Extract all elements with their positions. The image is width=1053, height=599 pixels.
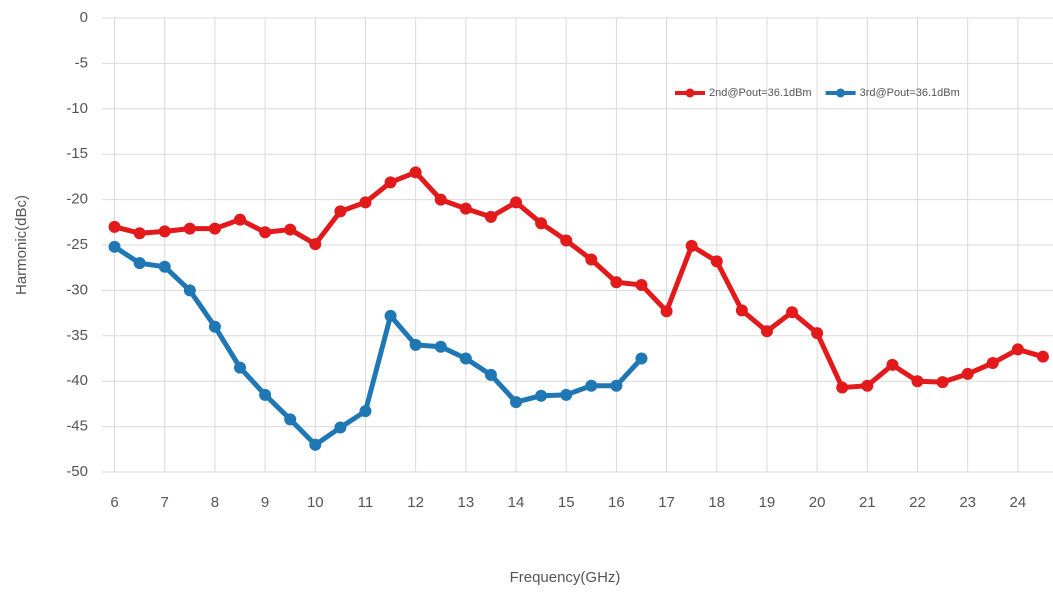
x-tick-label: 17 — [658, 494, 675, 511]
data-point — [610, 379, 623, 392]
legend-marker — [685, 88, 695, 98]
x-tick-label: 9 — [261, 494, 269, 511]
data-point — [434, 340, 447, 353]
x-tick-label: 15 — [558, 494, 575, 511]
x-tick-label: 12 — [407, 494, 424, 511]
data-point — [259, 388, 272, 401]
data-point — [359, 196, 372, 209]
data-point — [610, 276, 623, 289]
data-point — [158, 225, 171, 238]
x-tick-label: 14 — [508, 494, 525, 511]
data-point — [585, 379, 598, 392]
data-point — [861, 379, 874, 392]
data-point — [635, 352, 648, 365]
data-point — [384, 309, 397, 322]
x-tick-label: 7 — [161, 494, 169, 511]
y-tick-label: -30 — [66, 281, 88, 298]
data-point — [936, 376, 949, 389]
legend-label: 3rd@Pout=36.1dBm — [860, 87, 960, 99]
data-point — [459, 352, 472, 365]
x-tick-label: 11 — [358, 494, 374, 511]
legend-marker — [836, 88, 846, 98]
x-tick-label: 20 — [809, 494, 826, 511]
data-point — [108, 240, 121, 253]
x-tick-label: 13 — [457, 494, 474, 511]
data-point — [183, 222, 196, 235]
data-point — [259, 226, 272, 239]
data-point — [183, 284, 196, 297]
data-point — [535, 389, 548, 402]
data-point — [660, 305, 673, 318]
data-point — [986, 357, 999, 370]
data-point — [961, 367, 974, 380]
data-point — [334, 421, 347, 434]
data-point — [811, 327, 824, 340]
data-point — [284, 223, 297, 236]
data-point — [535, 217, 548, 230]
data-point — [786, 306, 799, 319]
y-tick-label: 0 — [80, 9, 88, 26]
data-point — [836, 381, 849, 394]
data-point — [309, 438, 322, 451]
x-axis-label: Frequency(GHz) — [510, 569, 621, 586]
x-tick-label: 10 — [307, 494, 324, 511]
x-tick-label: 16 — [608, 494, 625, 511]
y-tick-label: -45 — [66, 418, 88, 435]
legend-label: 2nd@Pout=36.1dBm — [709, 87, 812, 99]
data-point — [309, 238, 322, 251]
data-point — [409, 166, 422, 179]
data-point — [685, 239, 698, 252]
y-tick-label: -25 — [66, 236, 88, 253]
data-point — [133, 257, 146, 270]
data-point — [585, 253, 598, 266]
y-tick-label: -40 — [66, 372, 88, 389]
data-point — [710, 255, 723, 268]
data-point — [234, 213, 247, 226]
data-point — [208, 320, 221, 333]
y-tick-label: -15 — [66, 145, 88, 162]
x-tick-label: 24 — [1010, 494, 1027, 511]
x-tick-label: 23 — [959, 494, 976, 511]
data-point — [108, 220, 121, 233]
data-point — [284, 413, 297, 426]
x-tick-label: 8 — [211, 494, 219, 511]
data-point — [635, 278, 648, 291]
data-point — [560, 388, 573, 401]
x-tick-label: 21 — [859, 494, 876, 511]
y-tick-label: -10 — [66, 100, 88, 117]
y-tick-label: -20 — [66, 191, 88, 208]
data-point — [384, 176, 397, 189]
data-point — [434, 193, 447, 206]
data-point — [1011, 343, 1024, 356]
data-point — [560, 234, 573, 247]
data-point — [911, 375, 924, 388]
series-line — [113, 244, 644, 448]
x-tick-label: 22 — [909, 494, 926, 511]
data-point — [886, 358, 899, 371]
data-point — [409, 338, 422, 351]
x-tick-label: 19 — [759, 494, 776, 511]
data-point — [760, 325, 773, 338]
x-tick-label: 6 — [110, 494, 118, 511]
data-point — [208, 222, 221, 235]
y-axis-label: Harmonic(dBc) — [13, 195, 30, 295]
data-point — [484, 210, 497, 223]
data-point — [158, 260, 171, 273]
data-point — [510, 196, 523, 209]
data-point — [484, 368, 497, 381]
y-tick-label: -50 — [66, 463, 88, 480]
data-point — [234, 361, 247, 374]
y-tick-label: -35 — [66, 327, 88, 344]
data-point — [359, 405, 372, 418]
data-point — [1036, 350, 1049, 363]
data-point — [510, 396, 523, 409]
data-point — [735, 304, 748, 317]
x-tick-label: 18 — [708, 494, 725, 511]
data-point — [133, 227, 146, 240]
data-point — [459, 202, 472, 215]
y-tick-label: -5 — [75, 54, 88, 71]
data-point — [334, 205, 347, 218]
